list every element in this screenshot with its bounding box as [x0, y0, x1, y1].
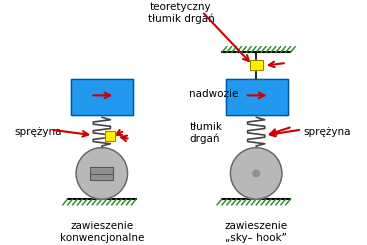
Bar [90, 167, 113, 180]
Text: tłumik
drgań: tłumik drgań [189, 122, 222, 145]
Bar [90, 167, 113, 180]
Text: zawieszenie
konwencjonalne: zawieszenie konwencjonalne [60, 221, 144, 243]
Text: nadwozie: nadwozie [189, 89, 239, 99]
Circle shape [230, 148, 282, 199]
Bar [226, 79, 288, 115]
Bar [71, 79, 133, 115]
Text: teoretyczny
tłumik drgań: teoretyczny tłumik drgań [148, 2, 214, 24]
Bar [250, 60, 263, 71]
Bar [71, 79, 133, 115]
Bar [226, 79, 288, 115]
Text: sprężyna: sprężyna [14, 127, 62, 137]
Text: zawieszenie
„sky– hook”: zawieszenie „sky– hook” [225, 221, 288, 243]
Bar [105, 131, 115, 141]
Text: sprężyna: sprężyna [304, 127, 351, 137]
Bar [105, 131, 115, 141]
Circle shape [76, 148, 128, 199]
Circle shape [253, 170, 259, 177]
Bar [250, 60, 263, 71]
